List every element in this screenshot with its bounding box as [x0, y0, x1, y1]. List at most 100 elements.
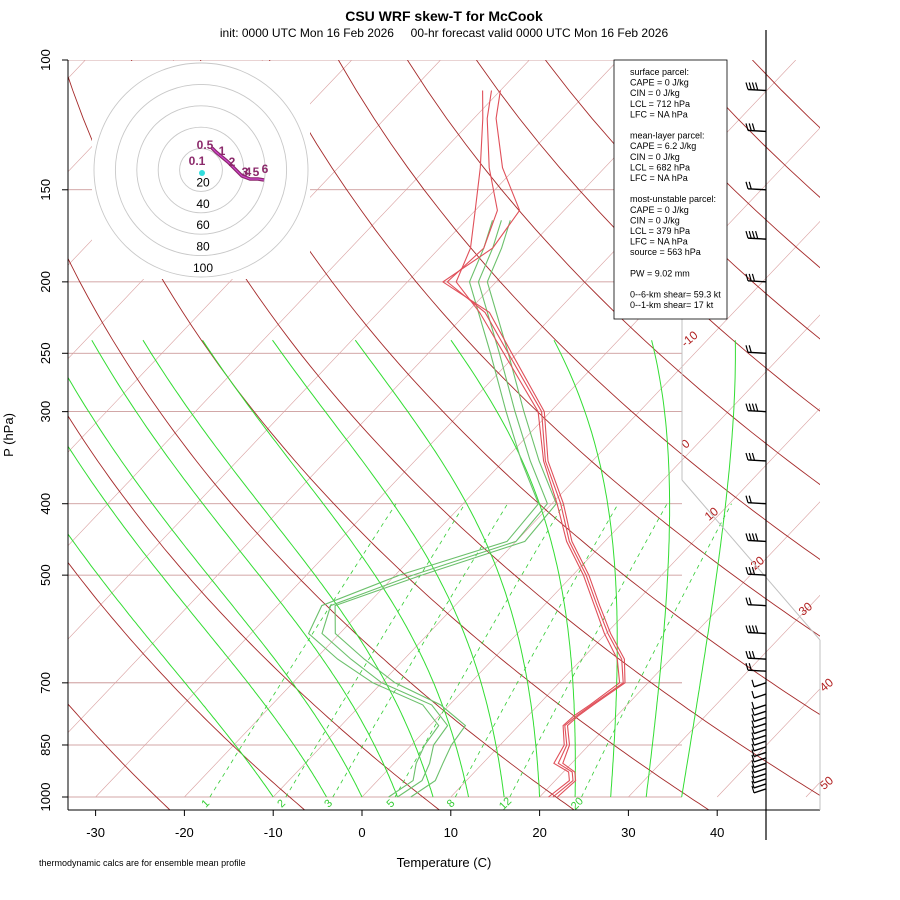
moist-adiabat-line [645, 340, 671, 798]
wind-barb-staff [747, 539, 767, 543]
isotherm-line [184, 127, 820, 798]
wind-barb [745, 650, 767, 660]
wind-barb-staff [753, 778, 767, 784]
mixing-ratio-line [454, 503, 619, 798]
wind-barb-flag [745, 650, 749, 659]
wind-barb [751, 726, 767, 735]
wind-barb-column [745, 30, 767, 840]
dry-adiabat-line [821, 60, 900, 813]
wind-barb-flag [751, 690, 755, 699]
pressure-tick-label: 400 [38, 493, 53, 515]
stats-line: LFC = NA hPa [630, 173, 688, 183]
wind-barb-staff [747, 88, 767, 92]
wind-barb-staff [747, 573, 767, 576]
hodograph-height-label: 1 [219, 144, 226, 158]
hodograph-rings [93, 62, 309, 278]
x-axis-title: Temperature (C) [397, 855, 492, 870]
wind-barb-flag [745, 566, 749, 575]
wind-barb-flag [751, 230, 755, 239]
wind-barb-flag [751, 403, 755, 411]
wind-barb-staff [747, 657, 767, 660]
dry-adiabat-line [199, 60, 820, 716]
wind-barb [751, 749, 767, 758]
dry-adiabat-line [68, 703, 171, 810]
wind-barb-flag [748, 650, 752, 659]
wind-barb-flag [745, 230, 749, 239]
wind-barb-staff [753, 704, 767, 710]
wind-barb-flag [751, 743, 755, 752]
wind-barb-staff [753, 682, 767, 688]
wind-barb-flag [751, 765, 755, 773]
y-axis-title: P (hPa) [1, 413, 16, 457]
wind-barb-flag [748, 663, 752, 671]
temperature-tick-label: 10 [444, 825, 458, 840]
wind-barb-staff [753, 734, 767, 741]
wind-barb-flag [751, 625, 755, 633]
wind-barb [745, 625, 767, 635]
moist-adiabat-line [681, 340, 736, 798]
wind-barb-flag [745, 452, 749, 461]
stats-line: LCL = 712 hPa [630, 99, 690, 109]
hodograph-ring-label: 100 [193, 261, 213, 275]
wind-barb-flag [745, 273, 749, 282]
wind-barb-staff [747, 669, 767, 672]
wind-barb-flag [748, 566, 752, 575]
hodograph-ring [136, 105, 266, 235]
mixing-ratio-line [285, 503, 466, 798]
hodograph-height-label: 5 [253, 165, 260, 179]
wind-barb-staff [747, 631, 767, 635]
stats-line: CAPE = 0 J/kg [630, 205, 689, 215]
wind-barb-staff [753, 710, 767, 716]
hodograph-ring [179, 148, 223, 192]
pressure-tick-label: 500 [38, 564, 53, 586]
dry-adiabats [68, 60, 900, 813]
chart-subtitle: init: 0000 UTC Mon 16 Feb 2026 00-hr for… [220, 26, 669, 40]
wind-barb-staff [747, 280, 767, 283]
wind-barb-flag [745, 181, 749, 189]
wind-barb [745, 230, 767, 240]
wind-barb-flag [751, 770, 755, 778]
wind-barb-staff [753, 746, 767, 752]
stats-line: LCL = 682 hPa [630, 162, 690, 172]
wind-barb-staff [747, 603, 767, 607]
moist-adiabats [68, 339, 736, 798]
wind-barb-flag [745, 597, 749, 605]
temperature-tick-label: -20 [175, 825, 194, 840]
moist-adiabat-line [553, 339, 618, 798]
stats-line: LCL = 379 hPa [630, 226, 690, 236]
wind-barb-staff [747, 409, 767, 413]
wind-barb-flag [751, 732, 755, 740]
wind-barb [745, 345, 767, 354]
temperature-profile-line [446, 90, 624, 798]
pressure-tick-label: 100 [38, 49, 53, 71]
stats-line: mean-layer parcel: [630, 131, 705, 141]
wind-barb-flag [748, 123, 752, 131]
wind-barb-flag [751, 760, 755, 768]
stats-line: 0--6-km shear= 59.3 kt [630, 290, 721, 300]
wind-barb-flag [751, 780, 755, 789]
pressure-tick-label: 700 [38, 672, 53, 694]
wind-barb-staff [753, 783, 767, 789]
wind-barb [745, 533, 767, 543]
stats-line: CAPE = 0 J/kg [630, 78, 689, 88]
hodograph-height-label: 0.1 [189, 154, 206, 168]
temperature-axis: -30 -20 -10 0 10 20 30 40 [86, 810, 724, 840]
wind-barb [745, 452, 767, 462]
wind-barb [751, 765, 767, 774]
pressure-tick-label: 300 [38, 401, 53, 423]
wind-barb-staff [753, 693, 767, 699]
moist-adiabat-line [91, 339, 398, 798]
wind-barb-staff [747, 351, 767, 354]
wind-barb [751, 708, 767, 716]
wind-barb-flag [751, 754, 755, 763]
hodograph-ring-label: 20 [196, 175, 210, 189]
wind-barb [745, 82, 767, 92]
wind-barb-flag [748, 345, 752, 353]
dry-adiabat-line [752, 60, 820, 129]
wind-barb-flag [751, 714, 755, 722]
stats-line: LFC = NA hPa [630, 109, 688, 119]
temperature-profile-line [441, 90, 626, 798]
wind-barb [745, 181, 767, 191]
